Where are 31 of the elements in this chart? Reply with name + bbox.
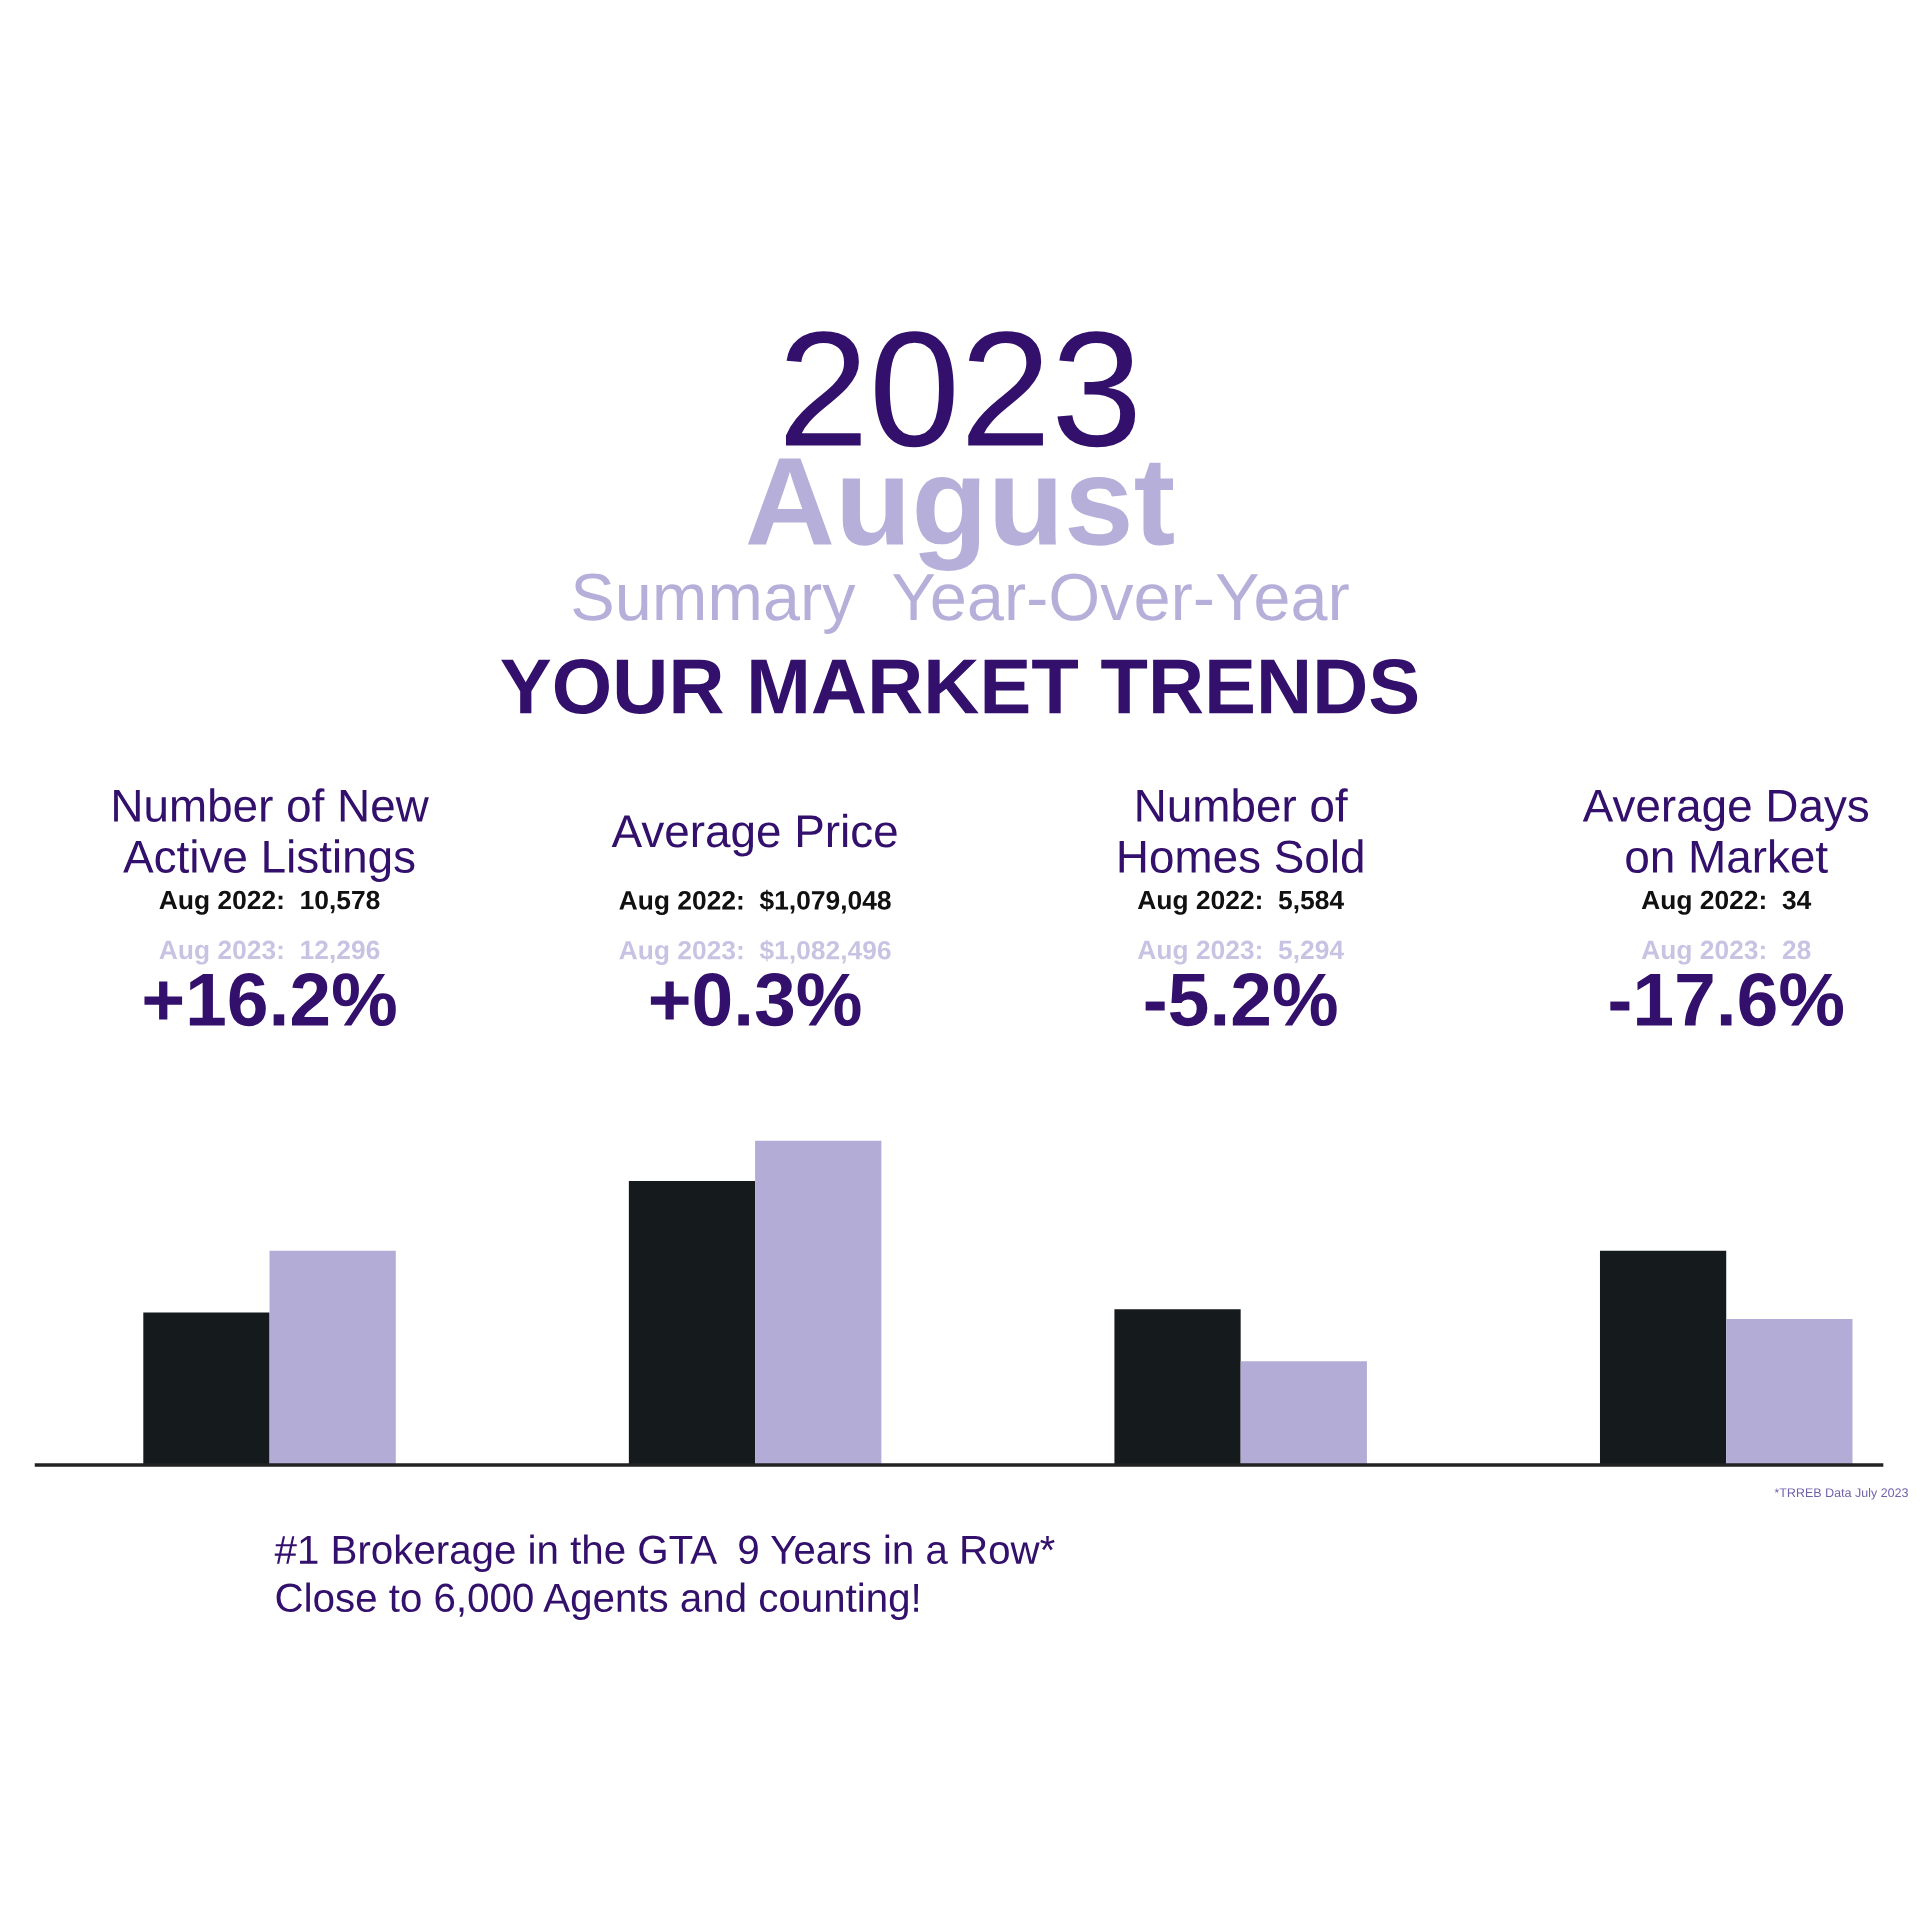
text: -17.6% <box>1610 973 1844 1027</box>
text: Aug 2023: $1,082,496 <box>619 939 891 965</box>
x-tick-label: Average Price <box>611 813 897 857</box>
text: Close to 6,000 Agents and counting! <box>276 1582 919 1621</box>
text: Aug 2023: 5,294 <box>1137 940 1344 965</box>
text: Aug 2022: 34 <box>1641 890 1812 915</box>
bar <box>1240 1361 1367 1465</box>
text: Aug 2022: 10,578 <box>159 890 380 915</box>
x-tick-label: Number of New Active Listings <box>114 788 429 883</box>
text: Aug 2022: $1,079,048 <box>619 889 891 915</box>
bar <box>628 1181 756 1465</box>
x-tick-label: Number of Homes Sold <box>1119 788 1363 874</box>
text: Aug 2023: 28 <box>1641 940 1811 965</box>
text: -5.2% <box>1145 973 1337 1027</box>
x-tick-label: Average Days on Market <box>1582 790 1869 874</box>
bar <box>1726 1318 1853 1465</box>
chart-subtitle: August <box>747 458 1174 571</box>
text: #1 Brokerage in the GTA 9 Years in a Row* <box>274 1534 1055 1573</box>
text: Summary Year-Over-Year <box>573 573 1349 634</box>
text: Aug 2023: 12,296 <box>159 940 380 965</box>
text: +0.3% <box>650 973 861 1027</box>
bar <box>1114 1309 1241 1465</box>
text: Aug 2022: 5,584 <box>1137 890 1344 915</box>
text: *TRREB Data July 2023 <box>1774 1487 1908 1500</box>
bar <box>755 1140 882 1465</box>
bar <box>143 1312 270 1465</box>
text: +16.2% <box>144 973 396 1027</box>
chart-title: 2023 <box>785 331 1136 448</box>
text: YOUR MARKET TRENDS <box>501 658 1418 714</box>
bar <box>269 1250 396 1465</box>
bar <box>1599 1250 1727 1465</box>
